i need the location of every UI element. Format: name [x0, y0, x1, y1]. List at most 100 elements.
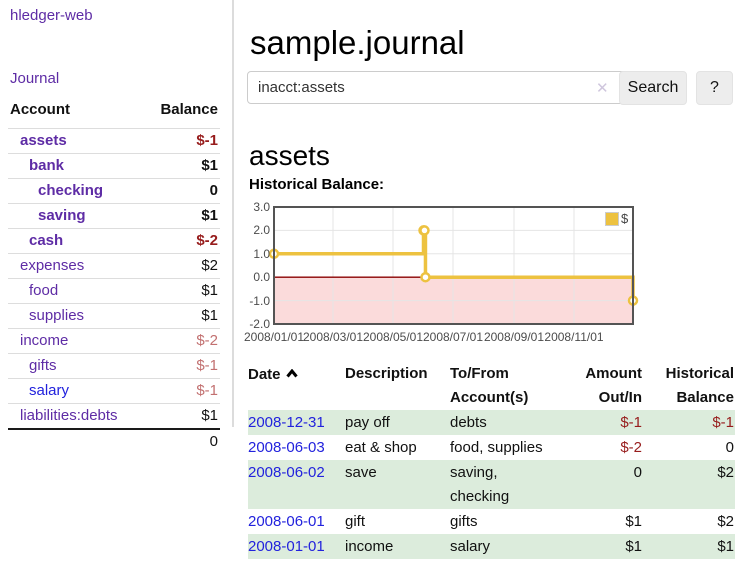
- transaction-accounts: debts: [450, 413, 487, 431]
- sidebar-item-journal[interactable]: Journal: [10, 70, 60, 87]
- account-balance: $-2: [144, 228, 220, 254]
- account-balance: $1: [144, 153, 220, 179]
- account-balance: $2: [144, 253, 220, 279]
- account-link-supplies[interactable]: supplies: [29, 307, 85, 324]
- register-header-row: Date Description To/From Account(s) Amou…: [248, 362, 735, 410]
- y-axis-tick: 2.0: [253, 223, 270, 238]
- account-link-assets[interactable]: assets: [20, 132, 67, 149]
- transaction-description: eat & shop: [345, 438, 417, 456]
- help-button[interactable]: ?: [696, 71, 733, 105]
- transaction-description: income: [345, 537, 394, 555]
- transaction-balance: 0: [725, 438, 734, 456]
- account-balance: $1: [144, 303, 220, 329]
- account-link-liabilities-debts[interactable]: liabilities:debts: [20, 407, 118, 424]
- clear-search-icon[interactable]: ✕: [596, 80, 609, 97]
- transaction-date-link[interactable]: 2008-12-31: [248, 413, 325, 431]
- accounts-total-value: 0: [144, 428, 220, 454]
- transaction-date-link[interactable]: 2008-06-03: [248, 438, 325, 456]
- transaction-date-link[interactable]: 2008-06-02: [248, 463, 325, 481]
- x-axis-tick: 2008/09/01: [483, 330, 545, 344]
- account-link-income[interactable]: income: [20, 332, 69, 349]
- amount-column-header: Amount Out/In: [585, 365, 642, 406]
- transaction-description: gift: [345, 512, 366, 530]
- account-link-saving[interactable]: saving: [38, 207, 86, 224]
- transaction-accounts: food, supplies: [450, 438, 543, 456]
- register-row: 2008-12-31 pay off debts $-1 $-1: [248, 410, 735, 435]
- transaction-accounts: salary: [450, 537, 491, 555]
- account-balance: $-1: [144, 378, 220, 404]
- x-axis-tick: 2008/11/01: [544, 330, 604, 344]
- account-row: saving $1: [8, 203, 220, 229]
- date-column-header[interactable]: Date: [248, 362, 345, 410]
- description-column-header: Description: [345, 365, 428, 382]
- account-link-bank[interactable]: bank: [29, 157, 65, 174]
- account-row: expenses $2: [8, 253, 220, 279]
- sort-ascending-icon: [285, 362, 298, 386]
- transaction-balance: $2: [717, 512, 734, 530]
- x-axis-tick: 2008/07/01: [422, 330, 484, 344]
- transaction-date-link[interactable]: 2008-06-01: [248, 512, 325, 530]
- x-axis-tick: 2008/05/01: [362, 330, 424, 344]
- register-table: Date Description To/From Account(s) Amou…: [248, 362, 735, 559]
- search-input[interactable]: [247, 71, 635, 104]
- account-row: income $-2: [8, 328, 220, 354]
- account-row: checking 0: [8, 178, 220, 204]
- register-row: 2008-06-03 eat & shop food, supplies $-2…: [248, 435, 735, 460]
- transaction-balance: $-1: [712, 413, 734, 431]
- account-balance: $-1: [144, 353, 220, 379]
- account-balance: 0: [144, 178, 220, 204]
- sidebar-divider: [232, 0, 234, 427]
- account-row: salary $-1: [8, 378, 220, 404]
- transaction-amount: $1: [625, 512, 642, 530]
- transaction-amount: $-1: [620, 413, 642, 431]
- transaction-description: pay off: [345, 413, 390, 431]
- register-row: 2008-01-01 income salary $1 $1: [248, 534, 735, 559]
- account-row: assets $-1: [8, 128, 220, 154]
- account-page-title: assets: [249, 140, 330, 172]
- transaction-amount: $1: [625, 537, 642, 555]
- account-row: gifts $-1: [8, 353, 220, 379]
- transaction-description: save: [345, 463, 377, 481]
- transaction-amount: 0: [633, 463, 642, 481]
- account-link-salary[interactable]: salary: [29, 382, 70, 399]
- account-link-gifts[interactable]: gifts: [29, 357, 57, 374]
- account-column-header: Account: [10, 101, 70, 118]
- account-link-expenses[interactable]: expenses: [20, 257, 85, 274]
- account-link-cash[interactable]: cash: [29, 232, 64, 249]
- x-axis-tick: 2008/01/01: [243, 330, 305, 344]
- transaction-date-link[interactable]: 2008-01-01: [248, 537, 325, 555]
- search-button[interactable]: Search: [619, 71, 687, 105]
- x-axis-tick: 2008/03/01: [302, 330, 364, 344]
- balance-chart-plot: [268, 206, 639, 325]
- y-axis-tick: -2.0: [249, 317, 270, 331]
- historical-balance-chart: $ 3.0 2.0 1.0 0.0 -1.0 -2.0 2008/01/01 2008/03/…: [244, 200, 742, 352]
- account-balance: $-1: [144, 128, 220, 154]
- y-axis-tick: 3.0: [253, 200, 270, 214]
- transaction-amount: $-2: [620, 438, 642, 456]
- balance-column-header: Balance: [160, 101, 218, 118]
- transaction-balance: $1: [717, 537, 734, 555]
- y-axis-tick: 0.0: [253, 270, 270, 285]
- account-balance: $1: [144, 203, 220, 229]
- account-balance: $-2: [144, 328, 220, 354]
- chart-heading: Historical Balance:: [249, 176, 385, 193]
- app-brand-link[interactable]: hledger-web: [10, 7, 93, 24]
- legend-label: $: [621, 211, 629, 226]
- balance-column-header: Historical Balance: [665, 365, 734, 406]
- account-link-checking[interactable]: checking: [38, 182, 104, 199]
- accounts-table: Account Balance assets $-1 bank $1 check…: [8, 98, 220, 454]
- legend-swatch: [605, 211, 619, 226]
- account-row: bank $1: [8, 153, 220, 179]
- accounts-table-header: Account Balance: [8, 98, 220, 129]
- search-form: ✕ Search ?: [247, 71, 735, 105]
- y-axis-tick: 1.0: [253, 246, 270, 261]
- account-row: supplies $1: [8, 303, 220, 329]
- page-title: sample.journal: [250, 24, 465, 62]
- register-row: 2008-06-02 save saving, checking 0 $2: [248, 460, 735, 509]
- account-row: food $1: [8, 278, 220, 304]
- account-row: cash $-2: [8, 228, 220, 254]
- account-link-food[interactable]: food: [29, 282, 59, 299]
- account-balance: $1: [144, 278, 220, 304]
- transaction-balance: $2: [717, 463, 734, 481]
- transaction-accounts: saving, checking: [450, 463, 510, 505]
